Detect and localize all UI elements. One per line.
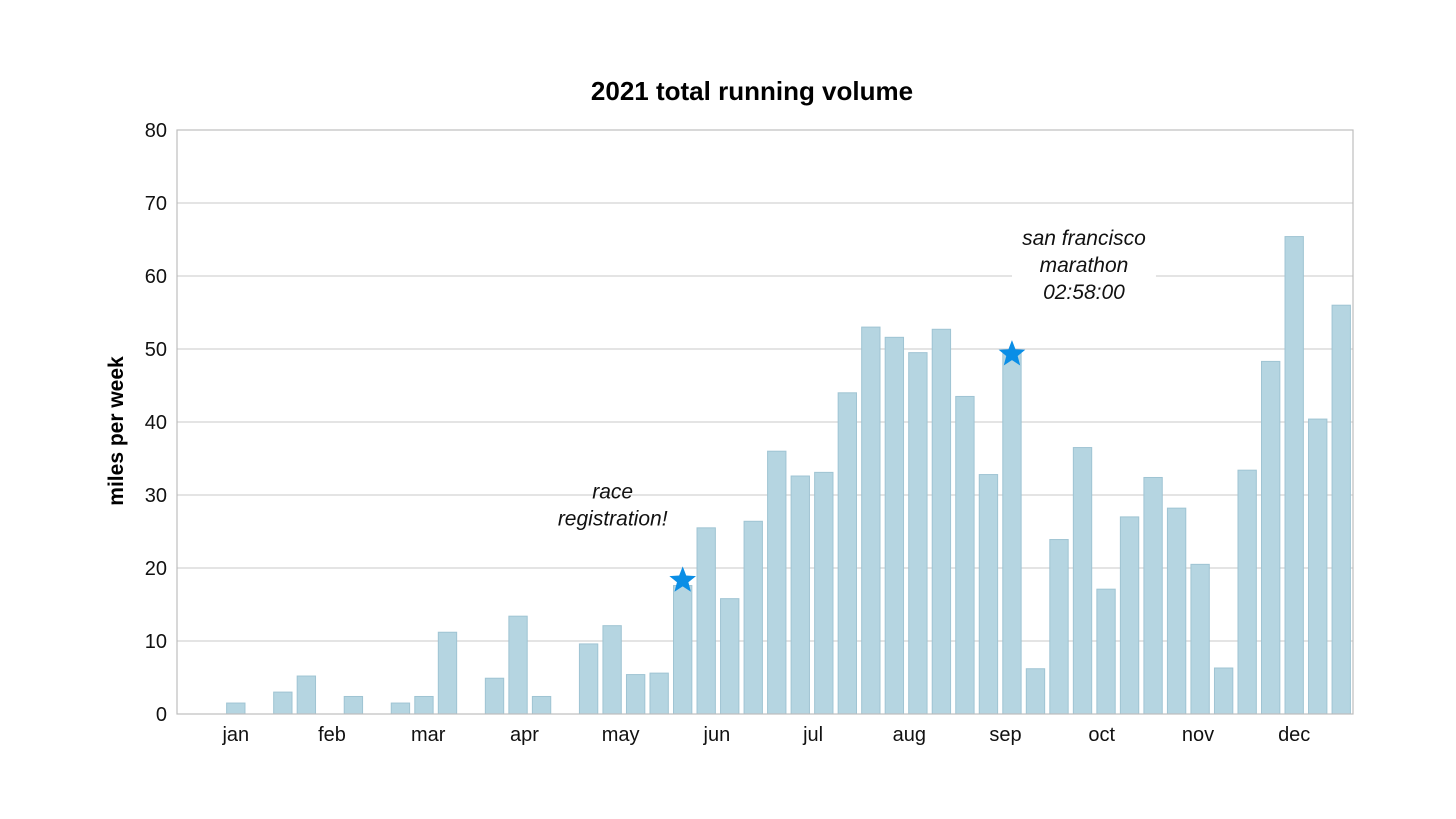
annotation-backdrop bbox=[1011, 222, 1156, 308]
x-tick-label: oct bbox=[1088, 724, 1115, 746]
bar bbox=[1072, 447, 1093, 715]
bar bbox=[1213, 667, 1234, 715]
bar bbox=[508, 615, 528, 715]
bar bbox=[531, 695, 552, 715]
x-tick-label: jul bbox=[802, 724, 823, 746]
bar bbox=[484, 677, 505, 715]
y-tick-label: 10 bbox=[145, 631, 167, 653]
bar bbox=[767, 450, 787, 715]
bar bbox=[1049, 539, 1069, 715]
bar bbox=[1261, 360, 1281, 715]
bar bbox=[1002, 352, 1022, 715]
bar bbox=[414, 695, 434, 715]
x-tick-label: feb bbox=[318, 724, 346, 746]
x-tick-label: sep bbox=[989, 724, 1021, 746]
chart-title: 2021 total running volume bbox=[591, 76, 913, 106]
bar bbox=[1331, 304, 1351, 715]
bar bbox=[1096, 588, 1116, 715]
bar bbox=[696, 527, 716, 715]
bar bbox=[296, 675, 317, 715]
x-tick-label: apr bbox=[510, 724, 539, 746]
bar bbox=[884, 336, 905, 715]
bar bbox=[790, 475, 810, 715]
bar bbox=[1308, 418, 1328, 715]
bar bbox=[978, 474, 999, 715]
x-tick-label: aug bbox=[893, 724, 926, 746]
bars bbox=[226, 236, 1351, 715]
x-tick-label: dec bbox=[1278, 724, 1310, 746]
annotation-text: marathon bbox=[1040, 254, 1129, 277]
annotation-text: registration! bbox=[558, 507, 668, 530]
bar bbox=[343, 695, 364, 715]
bar bbox=[814, 471, 834, 715]
bar bbox=[720, 598, 740, 715]
bar bbox=[1025, 668, 1046, 715]
bar bbox=[437, 631, 458, 715]
bar bbox=[1237, 469, 1257, 715]
y-tick-label: 20 bbox=[145, 558, 167, 580]
annotation-text: san francisco bbox=[1022, 227, 1146, 250]
x-tick-label: jun bbox=[703, 724, 731, 746]
y-tick-label: 80 bbox=[145, 120, 167, 142]
grid-lines bbox=[177, 202, 1353, 642]
x-tick-labels: jan feb mar apr may jun jul aug sep oct nov dec bbox=[221, 724, 1310, 746]
bar bbox=[273, 691, 293, 715]
star-marker bbox=[998, 340, 1026, 366]
bar bbox=[602, 625, 622, 715]
x-tick-label: may bbox=[602, 724, 640, 746]
bar bbox=[861, 326, 881, 715]
bar bbox=[931, 328, 952, 715]
x-tick-label: jan bbox=[221, 724, 249, 746]
annotation-text: race bbox=[592, 480, 633, 503]
bar bbox=[1119, 516, 1140, 715]
bar bbox=[1190, 563, 1210, 715]
bar bbox=[1143, 476, 1163, 715]
bar bbox=[673, 585, 693, 715]
bar bbox=[1166, 507, 1187, 715]
y-tick-label: 60 bbox=[145, 266, 167, 288]
bar bbox=[955, 395, 975, 715]
y-tick-label: 50 bbox=[145, 339, 167, 361]
bar bbox=[1284, 236, 1304, 715]
bar bbox=[226, 702, 246, 715]
y-tick-label: 30 bbox=[145, 485, 167, 507]
annotations: race registration! san francisco marathon 02… bbox=[558, 222, 1156, 592]
x-tick-label: mar bbox=[411, 724, 446, 746]
y-axis-label: miles per week bbox=[105, 356, 128, 506]
bar bbox=[578, 643, 599, 715]
plot-frame bbox=[176, 129, 1354, 715]
star-marker bbox=[669, 566, 696, 592]
bar bbox=[743, 520, 763, 715]
y-tick-labels: 0 10 20 30 40 50 60 70 80 bbox=[145, 120, 167, 726]
annotation-text: 02:58:00 bbox=[1043, 281, 1125, 304]
bar bbox=[649, 672, 669, 715]
y-tick-label: 0 bbox=[156, 704, 167, 726]
bar bbox=[390, 702, 411, 715]
bar bbox=[625, 674, 646, 715]
x-tick-label: nov bbox=[1182, 724, 1214, 746]
y-tick-label: 40 bbox=[145, 412, 167, 434]
y-tick-label: 70 bbox=[145, 193, 167, 215]
bar bbox=[837, 392, 857, 715]
bar bbox=[908, 352, 928, 715]
